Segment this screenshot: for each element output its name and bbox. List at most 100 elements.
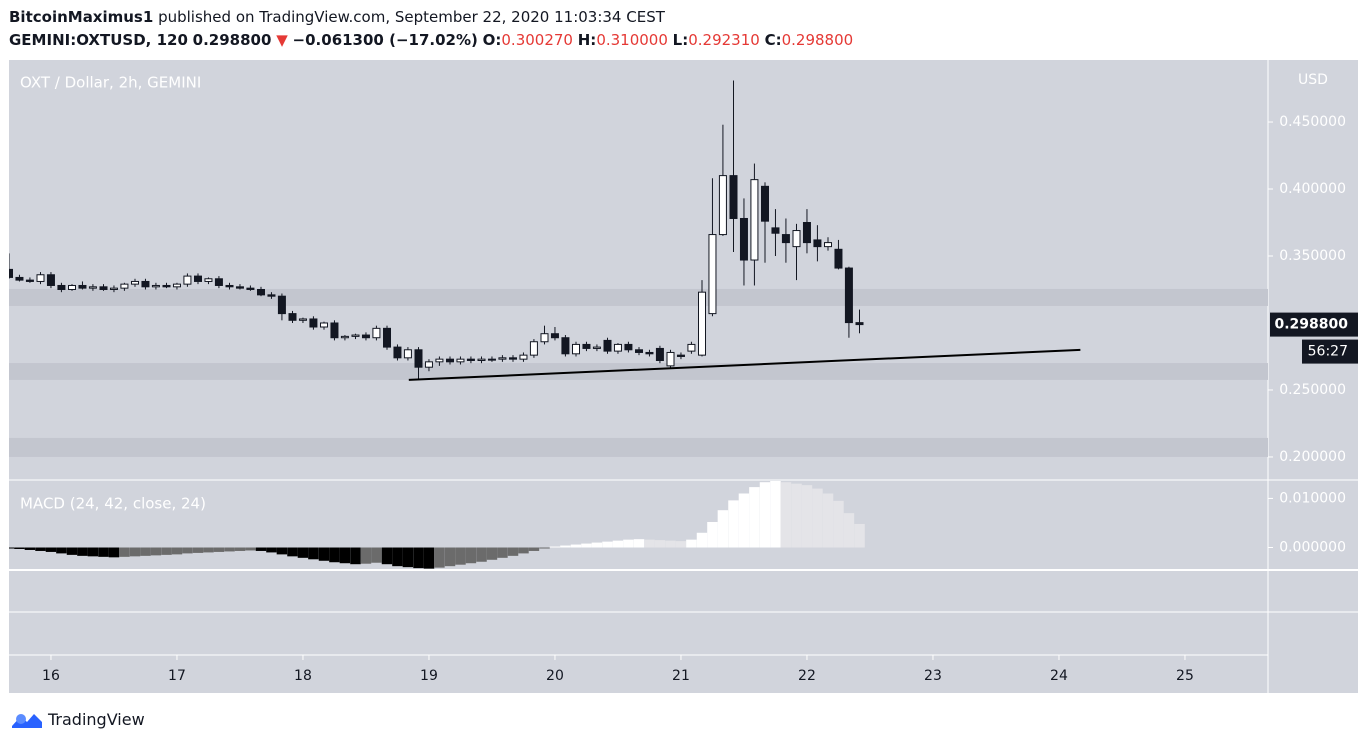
x-tick-label: 20 [546,668,564,684]
last-price-label: 0.298800 [1274,317,1348,333]
macd-bar [108,547,120,558]
candle-body [214,278,223,286]
macd-bar [549,546,561,548]
candle-body [361,334,370,339]
macd-bar [434,547,445,568]
ohlc-value: 0.300270 [501,31,573,49]
candle-body [403,349,412,359]
ohlc-label: C: [764,31,782,49]
macd-bar [707,521,718,548]
candle-body [729,175,738,219]
macd-bar [728,500,739,548]
macd-bar [623,539,634,548]
x-tick-label: 25 [1176,668,1194,684]
candle-body [781,234,790,244]
footer: TradingView [10,708,145,730]
macd-bar [854,523,865,548]
macd-bar [791,483,802,548]
macd-bar [497,547,508,558]
x-tick-label: 21 [672,668,690,684]
candle-body [36,274,45,282]
candle-body [802,222,811,244]
macd-bar [717,510,729,548]
candle-body [540,333,549,343]
macd-bar [287,547,298,557]
macd-bar [329,547,340,563]
candle-body [645,351,654,355]
macd-bar [455,547,466,565]
macd-bar [392,547,403,567]
candle-body [393,346,402,359]
candle-body [792,230,801,248]
candle-body [383,327,392,348]
macd-bar [14,547,25,549]
candle-body [592,346,601,349]
candle-body [172,283,181,288]
macd-bar [581,543,592,548]
macd-bar [507,547,519,556]
x-tick-label: 23 [924,668,942,684]
x-tick-label: 16 [42,668,60,684]
candle-body [698,291,707,356]
candle-body [477,358,486,361]
macd-bar [161,547,172,555]
candle-body [487,358,496,361]
candle-body [771,227,780,234]
macd-bar [98,547,109,557]
x-tick-label: 17 [168,668,186,684]
candle-body [267,294,276,297]
candle-body [550,333,559,339]
zone [9,288,1268,306]
macd-bar [56,547,67,554]
axes: 0.450000 0.400000 0.350000 0.250000 0.200000… [42,114,1358,684]
macd-bar [833,500,844,548]
macd-bar [528,547,540,551]
macd-bar [224,547,235,552]
axis-label: USD [1298,72,1328,88]
candle-body [708,234,717,315]
macd-bar [413,547,424,569]
x-tick-label: 19 [420,668,438,684]
trendline [408,348,1081,381]
candle-body [151,284,160,288]
candle-body [750,179,759,261]
candle-body [834,248,843,269]
macd-bar [633,539,645,548]
y-tick-label: 0.400000 [1279,181,1346,197]
y-tick-label: 0.350000 [1279,248,1346,264]
macd-bar [822,493,834,548]
candle-body [25,279,34,282]
candle-body [9,268,13,278]
candle-body [309,318,318,328]
candle-body [761,185,770,222]
candle-body [824,242,833,248]
y-tick-label: 0.010000 [1279,490,1346,506]
macd-bar [465,547,477,564]
candle-body [225,284,234,288]
macd-bar [308,547,319,560]
published: published on TradingView.com, September … [158,8,665,26]
macd-bar [119,547,130,557]
macd-bar [213,547,225,552]
candle-body [676,354,685,357]
header-line: BitcoinMaximus1 published on TradingView… [9,6,853,29]
macd-bar [192,547,204,553]
macd-bar [381,547,393,565]
brand: TradingView [48,709,145,729]
ohlc-label: L: [672,31,689,49]
macd-bar [171,547,183,555]
y-tick-label: 0.000000 [1279,540,1346,556]
author: BitcoinMaximus1 [9,8,154,26]
macd-bar [602,541,613,548]
macd-bar [843,513,855,548]
macd-bar [234,547,246,551]
macd-bar [276,547,288,555]
macd-bar [770,481,781,548]
candle-body [666,351,675,367]
macd-bar [518,547,529,554]
pane-title: OXT / Dollar, 2h, GEMINI [20,74,201,92]
ohlc-value: 0.298800 [781,31,854,49]
macd-bar [87,547,99,557]
